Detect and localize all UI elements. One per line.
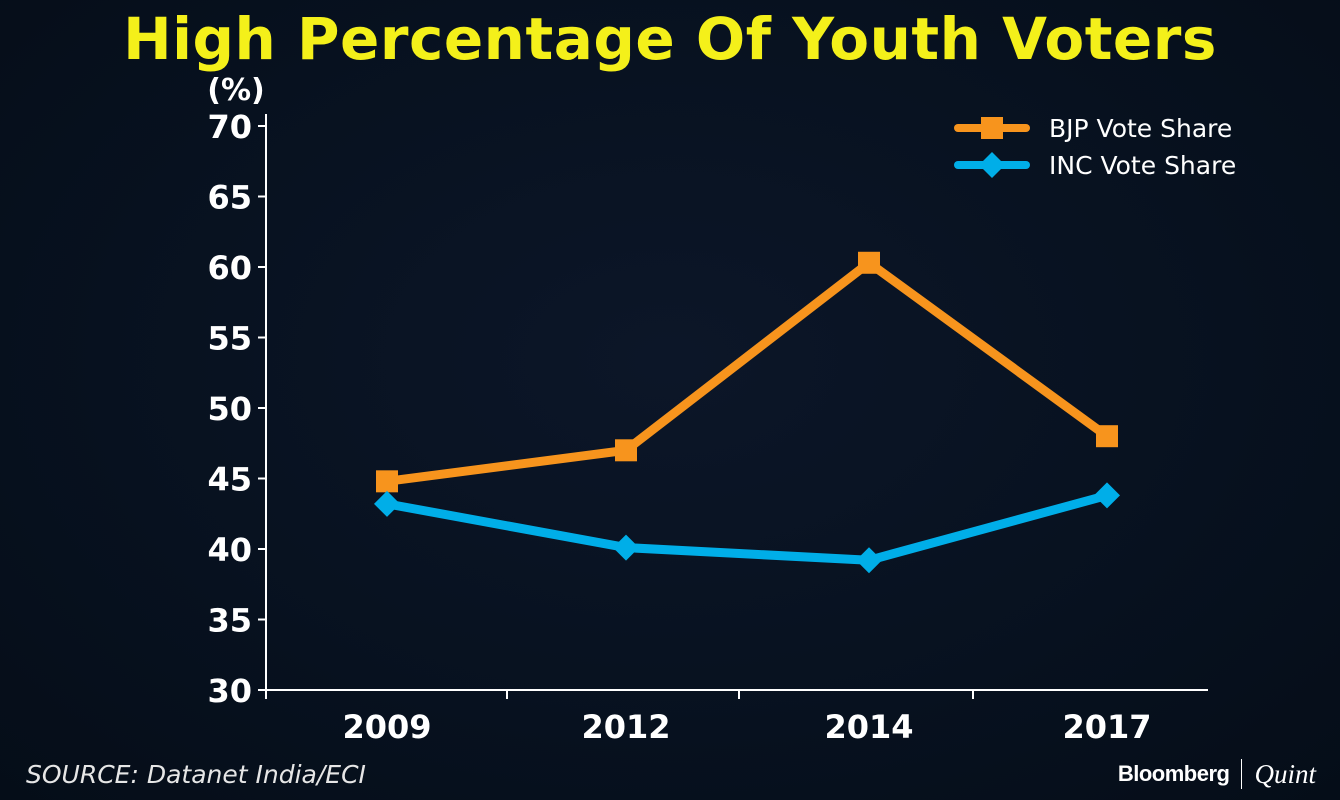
legend-marker-bjp	[981, 117, 1003, 139]
brand-bloomberg: Bloomberg	[1117, 761, 1230, 786]
brand-logo: Bloomberg Quint	[1118, 756, 1316, 792]
y-tick-label: 40	[207, 531, 252, 569]
bjp-point-2014	[858, 251, 880, 274]
y-tick-label: 30	[207, 672, 252, 710]
legend-label-inc: INC Vote Share	[1049, 151, 1236, 180]
y-tick-label: 50	[207, 390, 252, 428]
series-line-bjp	[382, 258, 1112, 486]
inc-point-2017	[1094, 482, 1120, 509]
y-axis-label: (%)	[207, 73, 264, 108]
y-tick-label: 70	[207, 108, 252, 146]
bjp-point-2012	[615, 439, 637, 462]
legend-marker-inc	[979, 152, 1005, 178]
brand-divider	[1241, 759, 1243, 789]
inc-point-2009	[374, 490, 400, 517]
brand-quint: Quint	[1254, 758, 1316, 789]
inc-point-2012	[613, 534, 639, 561]
y-tick-label: 60	[207, 249, 252, 287]
y-tick-label: 45	[207, 461, 252, 499]
bjp-point-2009	[376, 470, 398, 493]
series-line-inc	[382, 490, 1112, 565]
source-note: SOURCE: Datanet India/ECI	[26, 760, 366, 789]
x-tick-label: 2017	[1062, 708, 1151, 746]
x-tick-label: 2014	[824, 708, 913, 746]
chart-title: High Percentage Of Youth Voters	[123, 5, 1217, 73]
legend-label-bjp: BJP Vote Share	[1049, 114, 1232, 143]
x-tick-label: 2012	[581, 708, 670, 746]
x-tick-label: 2009	[342, 708, 431, 746]
inc-point-2014	[856, 547, 882, 574]
y-tick-label: 55	[207, 320, 252, 358]
y-tick-label: 35	[207, 602, 252, 640]
y-tick-label: 65	[207, 179, 252, 217]
bjp-point-2017	[1096, 425, 1118, 448]
